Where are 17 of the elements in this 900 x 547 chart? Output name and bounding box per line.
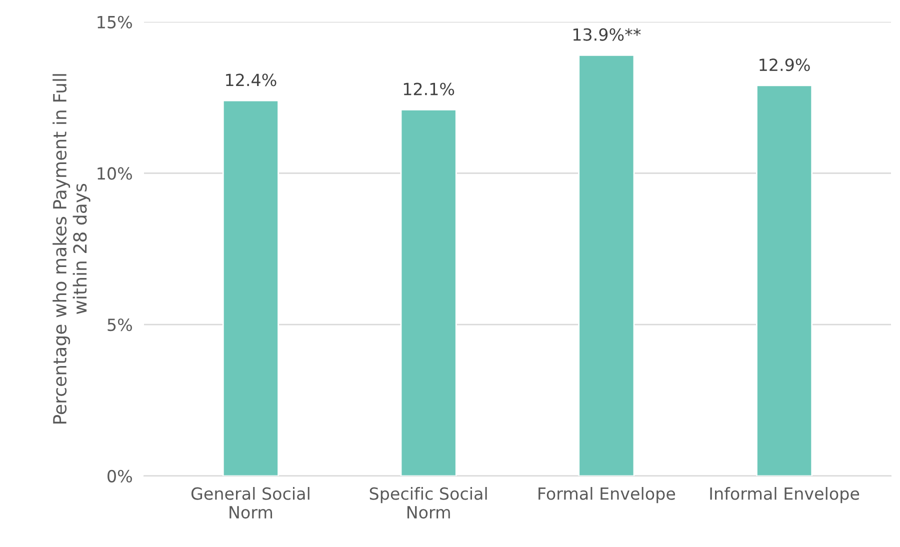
data-label: 12.4%: [226, 74, 276, 86]
bar: [400, 108, 457, 476]
bar: [578, 54, 635, 476]
x-tick-label: Specific Social Norm: [370, 487, 487, 519]
y-tick-label: 5%: [108, 318, 132, 332]
y-tick-label: 15%: [98, 16, 132, 28]
y-axis-title: Percentage who makes Payment in Full within 28 days: [52, 74, 90, 424]
x-tick-label: Formal Envelope: [538, 487, 676, 504]
data-label: 12.1%: [404, 82, 454, 96]
data-label: 12.9%: [760, 58, 810, 72]
bar: [222, 100, 279, 476]
y-tick-label: 0%: [108, 470, 132, 482]
y-tick-label: 10%: [98, 167, 132, 180]
x-tick-label: General Social Norm: [191, 487, 310, 519]
bar: [756, 84, 813, 476]
data-label: 13.9%**: [573, 28, 641, 41]
x-tick-label: Informal Envelope: [710, 487, 860, 504]
